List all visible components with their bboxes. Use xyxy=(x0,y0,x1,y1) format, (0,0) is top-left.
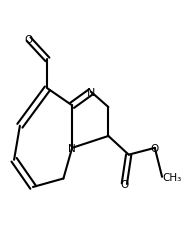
Text: N: N xyxy=(87,87,95,97)
Text: O: O xyxy=(24,35,33,45)
Text: CH₃: CH₃ xyxy=(162,172,181,182)
Text: O: O xyxy=(120,179,128,189)
Text: N: N xyxy=(68,143,76,153)
Text: O: O xyxy=(151,143,159,153)
